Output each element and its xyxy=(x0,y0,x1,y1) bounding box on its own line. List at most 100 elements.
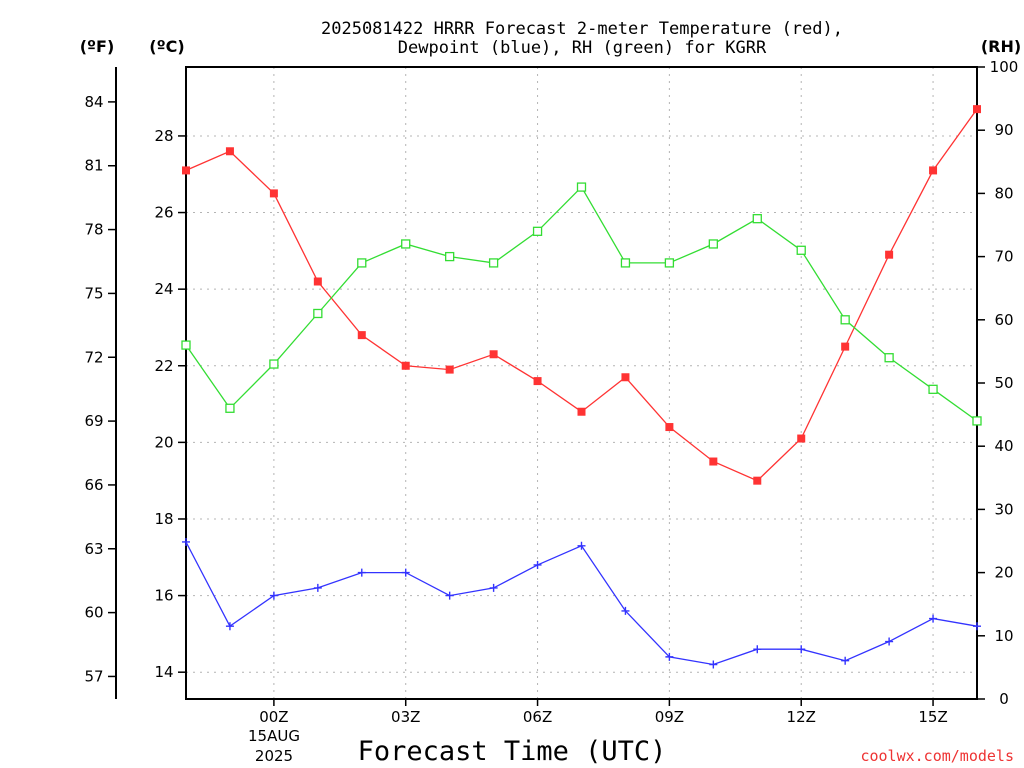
temperature-point xyxy=(357,331,366,340)
x-axis-title: Forecast Time (UTC) xyxy=(358,736,667,767)
temperature-point xyxy=(753,476,762,485)
rh-point xyxy=(445,251,455,262)
dewpoint-point xyxy=(577,541,586,550)
dewpoint-point xyxy=(269,591,278,600)
grid-lines xyxy=(186,67,977,699)
x-tick-label: 12Z xyxy=(787,708,816,726)
rh-point xyxy=(576,182,587,192)
rh-tick-label: 60 xyxy=(994,311,1013,329)
dewpoint-point xyxy=(445,591,454,600)
dewpoint-point xyxy=(841,656,850,665)
dewpoint-point xyxy=(929,614,938,623)
rh-point xyxy=(708,239,718,249)
fahrenheit-tick-label: 63 xyxy=(84,540,103,558)
fahrenheit-tick-label: 81 xyxy=(84,157,103,175)
rh-point xyxy=(884,353,894,363)
temperature-series xyxy=(182,105,981,485)
rh-point xyxy=(928,384,938,394)
fahrenheit-tick-label: 66 xyxy=(84,476,103,494)
x-tick-label: 00Z xyxy=(259,708,288,726)
temperature-point xyxy=(577,407,586,416)
celsius-tick-label: 20 xyxy=(154,433,173,451)
fahrenheit-tick-label: 84 xyxy=(84,93,103,111)
dewpoint-point xyxy=(753,645,762,654)
dewpoint-series xyxy=(182,537,981,669)
fahrenheit-tick-label: 72 xyxy=(84,348,103,366)
temperature-point xyxy=(269,189,278,198)
rh-tick-label: 30 xyxy=(994,500,1013,518)
dewpoint-point xyxy=(709,660,718,669)
fahrenheit-unit-label: (ºF) xyxy=(80,37,115,56)
rh-tick-label: 90 xyxy=(994,121,1013,139)
rh-point xyxy=(488,258,499,268)
rh-point xyxy=(401,239,411,249)
celsius-tick-label: 16 xyxy=(154,587,173,605)
x-tick-label: 06Z xyxy=(523,708,552,726)
rh-point xyxy=(313,308,323,319)
rh-point xyxy=(796,245,806,255)
rh-tick-label: 40 xyxy=(994,437,1013,455)
temperature-point xyxy=(709,457,718,466)
celsius-tick-label: 24 xyxy=(154,280,173,298)
x-tick-label: 03Z xyxy=(391,708,420,726)
dewpoint-point xyxy=(621,606,630,615)
dewpoint-point xyxy=(182,537,190,546)
rh-point xyxy=(181,340,191,350)
dewpoint-point xyxy=(313,583,322,592)
temperature-point xyxy=(973,105,981,114)
temperature-point xyxy=(841,342,850,351)
fahrenheit-tick-label: 78 xyxy=(84,221,103,239)
date-label-line-1: 15AUG xyxy=(248,727,300,745)
celsius-tick-label: 28 xyxy=(154,127,173,145)
temperature-point xyxy=(401,361,410,370)
rh-point xyxy=(269,359,279,369)
temperature-point xyxy=(489,350,498,359)
celsius-tick-label: 14 xyxy=(154,663,173,681)
temperature-point xyxy=(313,277,322,286)
temperature-point xyxy=(929,166,938,175)
temperature-point xyxy=(621,373,630,382)
rh-point xyxy=(532,226,543,236)
temperature-line xyxy=(185,108,978,482)
dewpoint-point xyxy=(401,568,410,577)
temperature-point xyxy=(665,423,674,432)
x-tick-label: 15Z xyxy=(918,708,947,726)
dewpoint-point xyxy=(885,637,894,646)
rh-point xyxy=(972,416,982,426)
temperature-point xyxy=(797,434,806,443)
dewpoint-point xyxy=(665,652,674,661)
celsius-unit-label: (ºC) xyxy=(149,37,184,56)
rh-point xyxy=(752,214,762,224)
celsius-tick-label: 22 xyxy=(154,357,173,375)
rh-tick-label: 100 xyxy=(990,58,1019,76)
credit-label: coolwx.com/models xyxy=(860,747,1014,765)
rh-point xyxy=(225,403,235,413)
dewpoint-point xyxy=(357,568,366,577)
rh-line xyxy=(185,186,978,422)
temperature-point xyxy=(533,377,542,386)
rh-tick-label: 20 xyxy=(994,564,1013,582)
fahrenheit-tick-label: 60 xyxy=(84,604,103,622)
dewpoint-point xyxy=(797,645,806,654)
fahrenheit-tick-label: 69 xyxy=(84,412,103,430)
rh-point xyxy=(840,315,850,325)
dewpoint-line xyxy=(185,541,978,666)
rh-point xyxy=(357,258,367,268)
chart-title-line-2: Dewpoint (blue), RH (green) for KGRR xyxy=(398,38,767,58)
x-tick-label: 09Z xyxy=(655,708,684,726)
plot-frame xyxy=(185,66,978,700)
rh-tick-label: 10 xyxy=(994,627,1013,645)
fahrenheit-tick-label: 57 xyxy=(84,667,103,685)
fahrenheit-tick-label: 75 xyxy=(84,284,103,302)
rh-point xyxy=(620,258,631,268)
temperature-point xyxy=(885,250,894,259)
dewpoint-point xyxy=(225,622,234,631)
rh-unit-label: (RH) xyxy=(981,37,1021,56)
celsius-tick-label: 18 xyxy=(154,510,173,528)
temperature-point xyxy=(182,166,190,175)
dewpoint-point xyxy=(973,622,981,631)
celsius-tick-label: 26 xyxy=(154,204,173,222)
data-series xyxy=(181,105,982,669)
dewpoint-point xyxy=(489,583,498,592)
